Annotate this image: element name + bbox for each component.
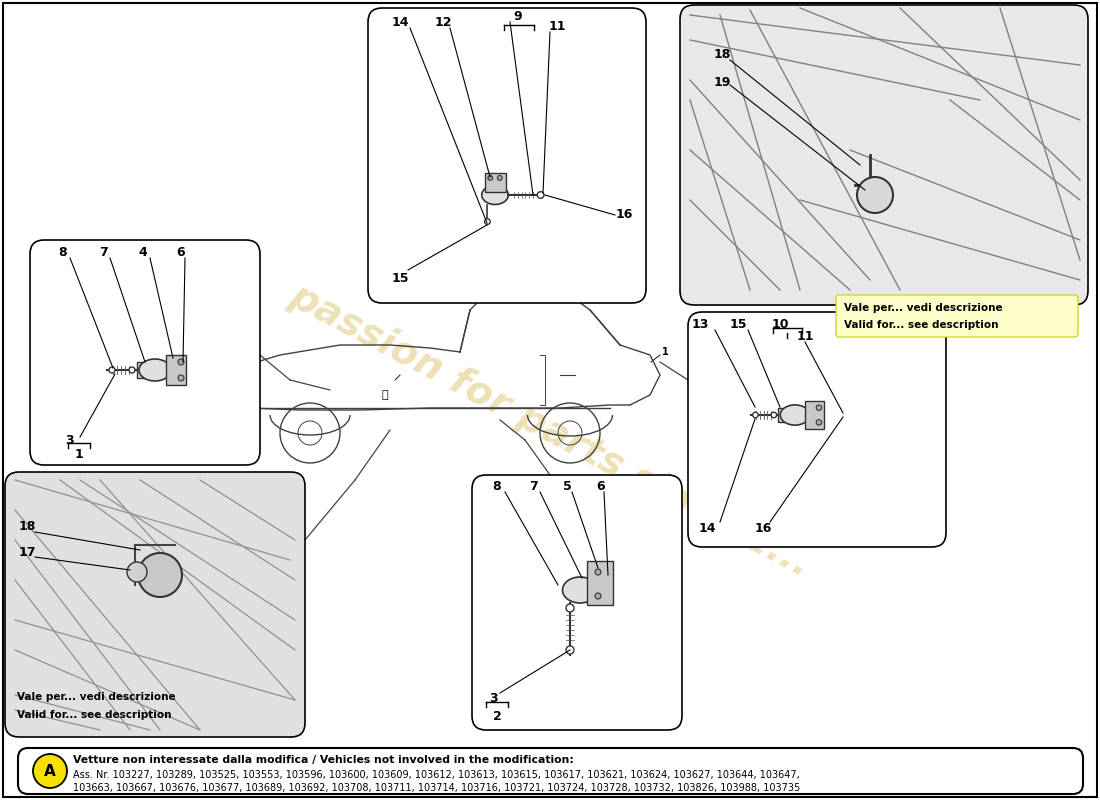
Circle shape — [816, 419, 822, 425]
Text: 11: 11 — [548, 19, 565, 33]
Text: 18: 18 — [713, 49, 730, 62]
Text: Ass. Nr. 103227, 103289, 103525, 103553, 103596, 103600, 103609, 103612, 103613,: Ass. Nr. 103227, 103289, 103525, 103553,… — [73, 770, 800, 780]
FancyBboxPatch shape — [6, 472, 305, 737]
Circle shape — [566, 604, 574, 612]
Ellipse shape — [780, 405, 810, 425]
Circle shape — [484, 218, 491, 225]
Circle shape — [537, 192, 543, 198]
Circle shape — [138, 553, 182, 597]
Text: 🐎: 🐎 — [382, 390, 388, 400]
Text: 13: 13 — [691, 318, 708, 331]
Text: Vale per... vedi descrizione: Vale per... vedi descrizione — [16, 692, 176, 702]
Text: 4: 4 — [139, 246, 147, 258]
FancyBboxPatch shape — [166, 355, 186, 385]
Text: Valid for... see description: Valid for... see description — [844, 320, 999, 330]
Circle shape — [595, 593, 601, 599]
Text: 7: 7 — [99, 246, 108, 258]
FancyBboxPatch shape — [30, 240, 260, 465]
Circle shape — [497, 175, 502, 180]
Ellipse shape — [139, 359, 170, 381]
Text: 19: 19 — [713, 75, 730, 89]
Text: 16: 16 — [755, 522, 772, 534]
FancyBboxPatch shape — [587, 561, 613, 605]
Text: 6: 6 — [177, 246, 185, 258]
Ellipse shape — [482, 186, 508, 205]
Text: 16: 16 — [615, 209, 632, 222]
Text: 2: 2 — [493, 710, 502, 722]
Text: 7: 7 — [529, 481, 538, 494]
Circle shape — [566, 646, 574, 654]
Circle shape — [857, 177, 893, 213]
Text: 8: 8 — [493, 481, 502, 494]
FancyBboxPatch shape — [680, 5, 1088, 305]
Text: 1: 1 — [661, 347, 669, 357]
Text: Vetture non interessate dalla modifica / Vehicles not involved in the modificati: Vetture non interessate dalla modifica /… — [73, 755, 574, 765]
Text: Valid for... see description: Valid for... see description — [16, 710, 172, 720]
Text: 15: 15 — [392, 271, 409, 285]
Text: 3: 3 — [66, 434, 75, 446]
Text: 6: 6 — [596, 481, 605, 494]
Circle shape — [33, 754, 67, 788]
FancyBboxPatch shape — [18, 748, 1083, 794]
Text: 14: 14 — [698, 522, 716, 534]
Circle shape — [816, 405, 822, 410]
FancyBboxPatch shape — [688, 312, 946, 547]
Circle shape — [771, 412, 777, 418]
Circle shape — [178, 375, 184, 381]
Text: 14: 14 — [392, 15, 409, 29]
Text: 10: 10 — [771, 318, 789, 331]
Text: Vale per... vedi descrizione: Vale per... vedi descrizione — [844, 303, 1002, 313]
Text: 103663, 103667, 103676, 103677, 103689, 103692, 103708, 103711, 103714, 103716, : 103663, 103667, 103676, 103677, 103689, … — [73, 783, 801, 793]
Text: 1: 1 — [75, 449, 84, 462]
FancyBboxPatch shape — [138, 362, 157, 378]
FancyBboxPatch shape — [368, 8, 646, 303]
Circle shape — [129, 367, 135, 373]
Circle shape — [126, 562, 147, 582]
Circle shape — [178, 359, 184, 365]
Text: passion for parts since 1...: passion for parts since 1... — [283, 276, 817, 584]
Text: 12: 12 — [434, 15, 452, 29]
Circle shape — [109, 367, 116, 373]
FancyBboxPatch shape — [484, 173, 506, 192]
FancyBboxPatch shape — [779, 408, 796, 422]
Ellipse shape — [562, 577, 597, 603]
Text: A: A — [44, 763, 56, 778]
Text: 11: 11 — [796, 330, 814, 343]
Circle shape — [595, 569, 601, 575]
Text: 18: 18 — [19, 521, 35, 534]
Circle shape — [488, 175, 493, 180]
Text: 17: 17 — [19, 546, 35, 558]
Text: 3: 3 — [488, 691, 497, 705]
FancyBboxPatch shape — [472, 475, 682, 730]
Text: 9: 9 — [514, 10, 522, 22]
Text: 8: 8 — [58, 246, 67, 258]
Text: 15: 15 — [729, 318, 747, 331]
Text: 5: 5 — [562, 481, 571, 494]
Circle shape — [752, 412, 758, 418]
FancyBboxPatch shape — [836, 295, 1078, 337]
FancyBboxPatch shape — [805, 401, 824, 429]
